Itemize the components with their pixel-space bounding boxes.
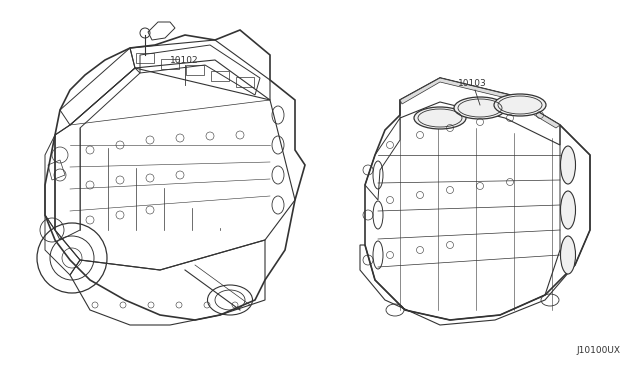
Text: 10102: 10102 [170,56,198,65]
Ellipse shape [561,236,575,274]
Text: J10100UX: J10100UX [576,346,620,355]
Ellipse shape [494,94,546,116]
Ellipse shape [454,97,506,119]
Ellipse shape [561,191,575,229]
Ellipse shape [561,146,575,184]
Ellipse shape [414,107,466,129]
Text: 10103: 10103 [458,79,487,88]
Polygon shape [400,78,560,128]
